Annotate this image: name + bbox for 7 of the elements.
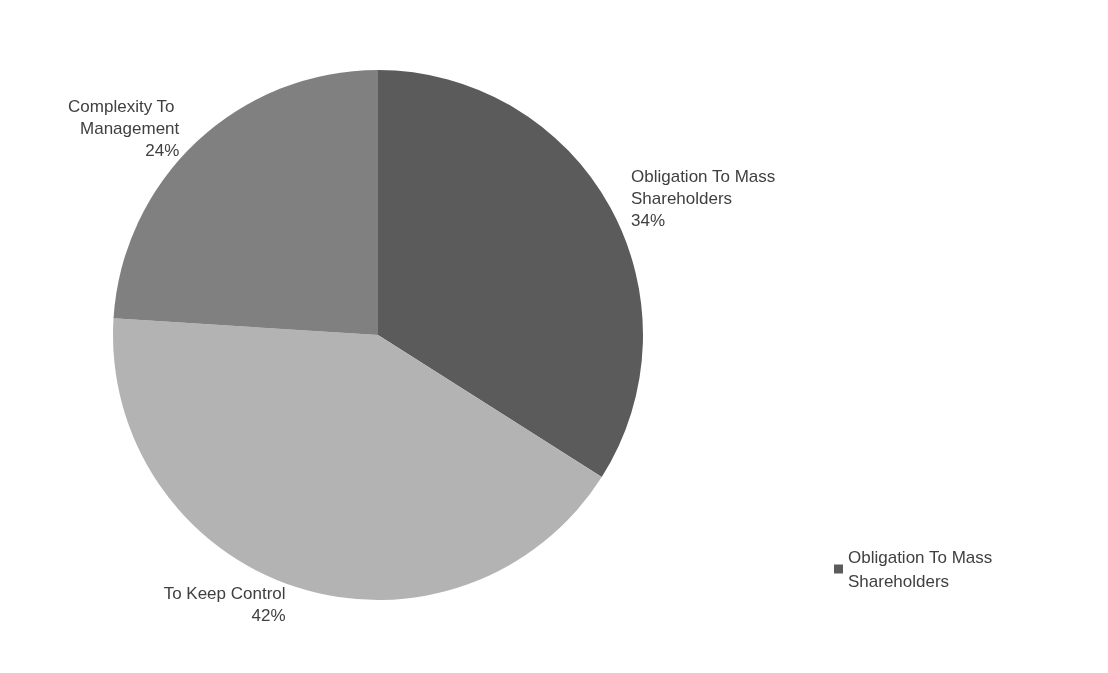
slice-label: Complexity To Management xyxy=(68,97,180,139)
data-label: 42% xyxy=(251,605,286,625)
slice-label: Obligation To Mass Shareholders xyxy=(630,167,780,209)
legend-label: Obligation To Mass Shareholders xyxy=(848,547,997,591)
data-label: 34% xyxy=(630,211,666,231)
data-label: 24% xyxy=(145,141,180,161)
slice-label: To Keep Control xyxy=(163,583,286,603)
